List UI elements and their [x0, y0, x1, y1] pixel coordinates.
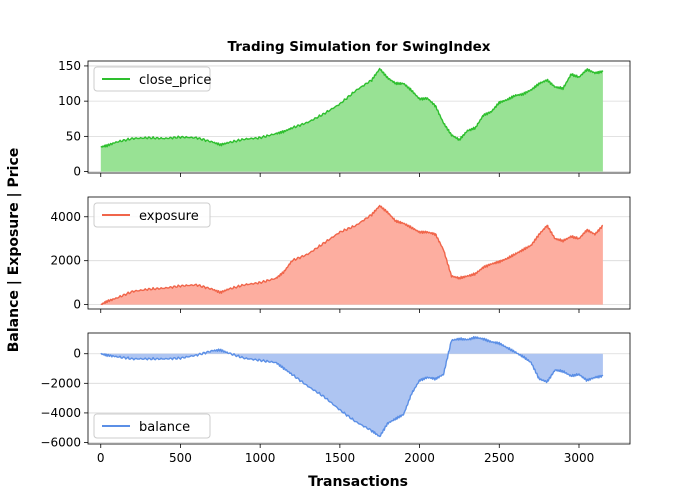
- x-tick-label: 2500: [484, 451, 515, 465]
- exposure-line: [100, 204, 604, 306]
- y-tick-label: 150: [58, 59, 81, 73]
- y-tick-label: 0: [73, 347, 81, 361]
- y-tick-label: −2000: [40, 376, 81, 390]
- panel-exposure: 0 2000 4000 exposure: [50, 196, 631, 313]
- legend-box: [93, 66, 211, 92]
- balance-area: [100, 336, 603, 437]
- y-tick-label: −6000: [40, 436, 81, 450]
- close_price-area: [100, 68, 603, 172]
- x-tick-label: 500: [169, 451, 192, 465]
- exposure-area: [100, 205, 603, 305]
- y-tick-label: −4000: [40, 406, 81, 420]
- y-axis-label: Balance | Exposure | Price: [6, 148, 22, 353]
- close_price-line: [100, 67, 604, 148]
- y-tick-label: 0: [73, 165, 81, 179]
- y-tick-label: 50: [66, 129, 81, 143]
- legend-box: [93, 413, 211, 439]
- balance-line: [100, 336, 604, 438]
- x-tick-label: 0: [97, 451, 105, 465]
- y-tick-label: 100: [58, 94, 81, 108]
- legend-label: exposure: [139, 209, 199, 224]
- legend-label: balance: [139, 420, 190, 435]
- panel-balance: 0 −2000 −4000 −6000 0 500 1000 1500 2000 2500 3000…: [40, 332, 631, 465]
- legend-label: close_price: [139, 73, 211, 88]
- x-tick-label: 1500: [325, 451, 356, 465]
- y-tick-label: 2000: [50, 254, 81, 268]
- axes-frame: [87, 60, 631, 174]
- chart-title: Trading Simulation for SwingIndex: [228, 39, 491, 55]
- x-tick-label: 3000: [564, 451, 595, 465]
- x-axis-label: Transactions: [308, 474, 408, 490]
- y-tick-label: 4000: [50, 210, 81, 224]
- x-tick-label: 2000: [404, 451, 435, 465]
- panel-close-price: 0 50 100 150 close_price: [58, 59, 631, 179]
- axes-frame: [87, 196, 631, 310]
- axes-frame: [87, 332, 631, 445]
- legend-box: [93, 202, 211, 228]
- x-tick-label: 1000: [245, 451, 276, 465]
- y-tick-label: 0: [73, 298, 81, 312]
